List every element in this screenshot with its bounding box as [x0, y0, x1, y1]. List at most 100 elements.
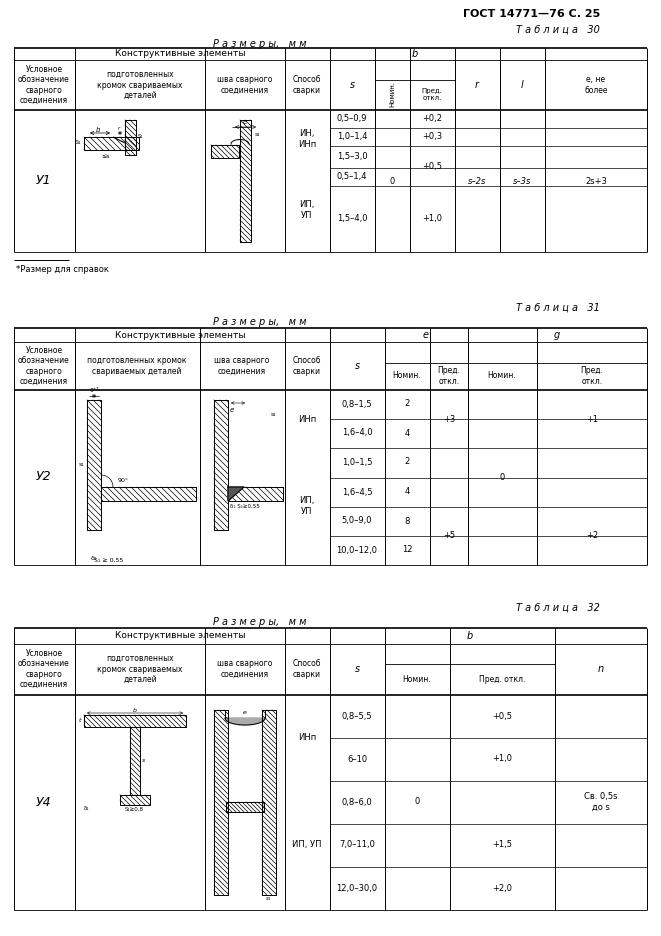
- Text: +1,0: +1,0: [492, 754, 512, 764]
- Text: 90°: 90°: [118, 478, 129, 484]
- Polygon shape: [87, 400, 101, 530]
- Polygon shape: [226, 802, 264, 812]
- Text: b: b: [133, 708, 137, 712]
- Text: Р а з м е р ы,   м м: Р а з м е р ы, м м: [214, 617, 307, 627]
- Text: Способ
сварки: Способ сварки: [293, 75, 321, 95]
- Text: 1,5–3,0: 1,5–3,0: [336, 153, 368, 162]
- Text: подготовленных
кромок свариваемых
деталей: подготовленных кромок свариваемых детале…: [97, 654, 182, 684]
- Text: s–2s: s–2s: [468, 177, 486, 185]
- Text: 10,0–12,0: 10,0–12,0: [336, 546, 377, 554]
- Text: b: b: [467, 631, 473, 641]
- Text: У4: У4: [36, 796, 52, 809]
- Text: r: r: [475, 80, 479, 90]
- Text: S₁: S₁: [75, 140, 81, 145]
- Text: 0,5–1,4: 0,5–1,4: [336, 172, 368, 182]
- Text: 4: 4: [405, 488, 410, 496]
- Text: 1,5–4,0: 1,5–4,0: [336, 214, 368, 224]
- Text: 2: 2: [405, 400, 410, 408]
- Text: Номин.: Номин.: [403, 675, 432, 683]
- Text: Конструктивные элементы: Конструктивные элементы: [115, 330, 245, 340]
- Text: Т а б л и ц а   30: Т а б л и ц а 30: [516, 25, 600, 35]
- Text: s: s: [354, 664, 360, 674]
- Text: У1: У1: [36, 174, 52, 187]
- Text: Номин.: Номин.: [488, 372, 516, 381]
- Polygon shape: [120, 795, 150, 805]
- Text: +1,0: +1,0: [422, 214, 442, 224]
- Text: e: e: [423, 330, 429, 340]
- Polygon shape: [240, 120, 251, 242]
- Text: s₁: s₁: [78, 462, 84, 467]
- Text: 2: 2: [405, 458, 410, 466]
- Text: t: t: [79, 719, 81, 724]
- Text: e: e: [243, 119, 247, 125]
- Text: У2: У2: [36, 471, 52, 484]
- Text: ИП,
УП: ИП, УП: [299, 200, 315, 220]
- Text: 0: 0: [499, 473, 504, 481]
- Text: e: e: [243, 709, 247, 714]
- Text: подготовленных кромок
свариваемых деталей: подготовленных кромок свариваемых детале…: [87, 357, 187, 375]
- Text: 12,0–30,0: 12,0–30,0: [336, 884, 377, 893]
- Text: +2,0: +2,0: [492, 884, 512, 893]
- Text: s₁: s₁: [270, 413, 276, 417]
- Text: +3: +3: [443, 415, 455, 423]
- Text: Св. 0,5s
до s: Св. 0,5s до s: [584, 792, 618, 812]
- Text: 8: 8: [405, 517, 410, 525]
- Text: +0,5: +0,5: [422, 162, 442, 170]
- Text: δ₁: δ₁: [84, 807, 89, 812]
- Text: ≤s: ≤s: [102, 154, 110, 158]
- Text: 7,0–11,0: 7,0–11,0: [339, 841, 375, 850]
- Text: ИП, УП: ИП, УП: [292, 841, 322, 850]
- Polygon shape: [101, 487, 196, 501]
- Text: +1: +1: [586, 415, 598, 423]
- Polygon shape: [262, 710, 276, 895]
- Text: Условное
обозначение
сварного
соединения: Условное обозначение сварного соединения: [18, 649, 70, 689]
- Text: +0,2: +0,2: [422, 114, 442, 124]
- Text: b: b: [96, 127, 100, 133]
- Text: ИН,
ИНп: ИН, ИНп: [298, 129, 316, 149]
- Text: l: l: [521, 80, 524, 90]
- Text: Условное
обозначение
сварного
соединения: Условное обозначение сварного соединения: [18, 65, 70, 105]
- Polygon shape: [214, 400, 228, 530]
- Text: δ₁ S₁≥0,55: δ₁ S₁≥0,55: [230, 504, 260, 508]
- Text: S₁ ≥ 0,55: S₁ ≥ 0,55: [95, 558, 124, 563]
- Text: s: s: [354, 361, 360, 371]
- Text: 0: 0: [389, 177, 395, 185]
- Text: +0,3: +0,3: [422, 133, 442, 141]
- Polygon shape: [211, 145, 239, 158]
- Text: Условное
обозначение
сварного
соединения: Условное обозначение сварного соединения: [18, 346, 70, 386]
- Text: S₁≥0,8: S₁≥0,8: [125, 807, 144, 812]
- Text: шва сварного
соединения: шва сварного соединения: [217, 659, 273, 679]
- Text: е, не
более: е, не более: [584, 75, 607, 95]
- Polygon shape: [231, 139, 249, 144]
- Text: 6–10: 6–10: [347, 754, 367, 764]
- Polygon shape: [225, 718, 265, 725]
- Text: ИП,
УП: ИП, УП: [299, 496, 315, 516]
- Text: Способ
сварки: Способ сварки: [293, 357, 321, 375]
- Polygon shape: [125, 120, 136, 155]
- Text: подготовленных
кромок свариваемых
деталей: подготовленных кромок свариваемых детале…: [97, 70, 182, 100]
- Text: ИНп: ИНп: [298, 415, 316, 423]
- Text: *Размер для справок: *Размер для справок: [16, 266, 109, 274]
- Text: S₁: S₁: [138, 135, 143, 139]
- Text: +1,5: +1,5: [492, 841, 512, 850]
- Text: Пред.
откл.: Пред. откл.: [580, 366, 603, 386]
- Text: s: s: [350, 80, 354, 90]
- Text: Номин.: Номин.: [389, 81, 395, 107]
- Text: ИНп: ИНп: [298, 734, 316, 742]
- Polygon shape: [214, 710, 228, 895]
- Text: s: s: [142, 758, 145, 764]
- Text: 0,8–1,5: 0,8–1,5: [342, 400, 372, 408]
- Text: 0,8–5,5: 0,8–5,5: [342, 711, 372, 721]
- Polygon shape: [228, 487, 244, 501]
- Polygon shape: [84, 715, 186, 727]
- Text: 1,6–4,5: 1,6–4,5: [342, 488, 372, 496]
- Text: +5: +5: [443, 531, 455, 539]
- Polygon shape: [228, 487, 283, 501]
- Text: s₁: s₁: [266, 897, 272, 901]
- Text: +0,5: +0,5: [492, 711, 512, 721]
- Text: g: g: [554, 330, 560, 340]
- Text: 0,5–0,9: 0,5–0,9: [336, 114, 368, 124]
- Text: Конструктивные элементы: Конструктивные элементы: [115, 50, 245, 58]
- Text: 5,0–9,0: 5,0–9,0: [342, 517, 372, 525]
- Text: n: n: [598, 664, 604, 674]
